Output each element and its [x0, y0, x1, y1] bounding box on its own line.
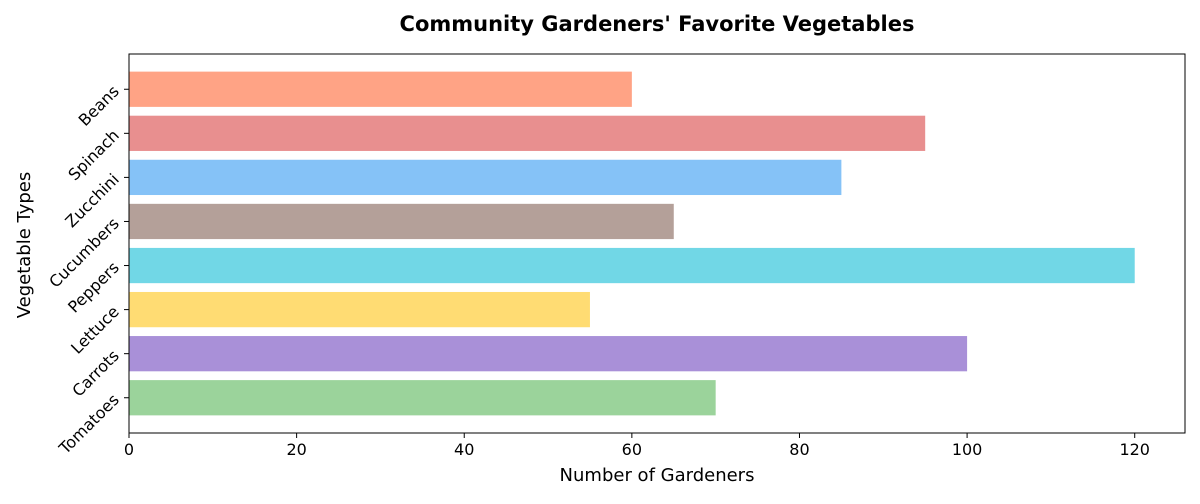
y-axis-label: Vegetable Types — [14, 172, 35, 319]
bar-peppers — [129, 247, 1135, 284]
bar-carrots — [129, 336, 968, 372]
x-tick-label-120: 120 — [1119, 440, 1150, 459]
bars-layer — [129, 71, 1135, 416]
y-tick-label-tomatoes: Tomatoes — [55, 390, 123, 458]
x-tick-label-80: 80 — [789, 440, 809, 459]
x-tick-label-60: 60 — [622, 440, 642, 459]
bar-spinach — [129, 115, 926, 151]
chart-title: Community Gardeners' Favorite Vegetables — [400, 12, 915, 36]
x-tick-label-40: 40 — [454, 440, 474, 459]
y-tick-label-beans: Beans — [75, 82, 123, 130]
x-tick-label-20: 20 — [286, 440, 306, 459]
bar-tomatoes — [129, 380, 716, 416]
plot-area-frame — [128, 53, 1186, 434]
bar-zucchini — [129, 159, 842, 196]
x-axis: 0 20 40 60 80 100 120 — [124, 433, 1150, 459]
x-axis-label: Number of Gardeners — [560, 465, 755, 486]
x-tick-label-100: 100 — [952, 440, 983, 459]
bar-lettuce — [129, 291, 590, 328]
bar-cucumbers — [129, 203, 674, 240]
bar-beans — [129, 71, 632, 107]
y-axis: TomatoesCarrotsLettucePeppersCucumbersZu… — [45, 82, 129, 458]
x-tick-label-0: 0 — [124, 440, 134, 459]
